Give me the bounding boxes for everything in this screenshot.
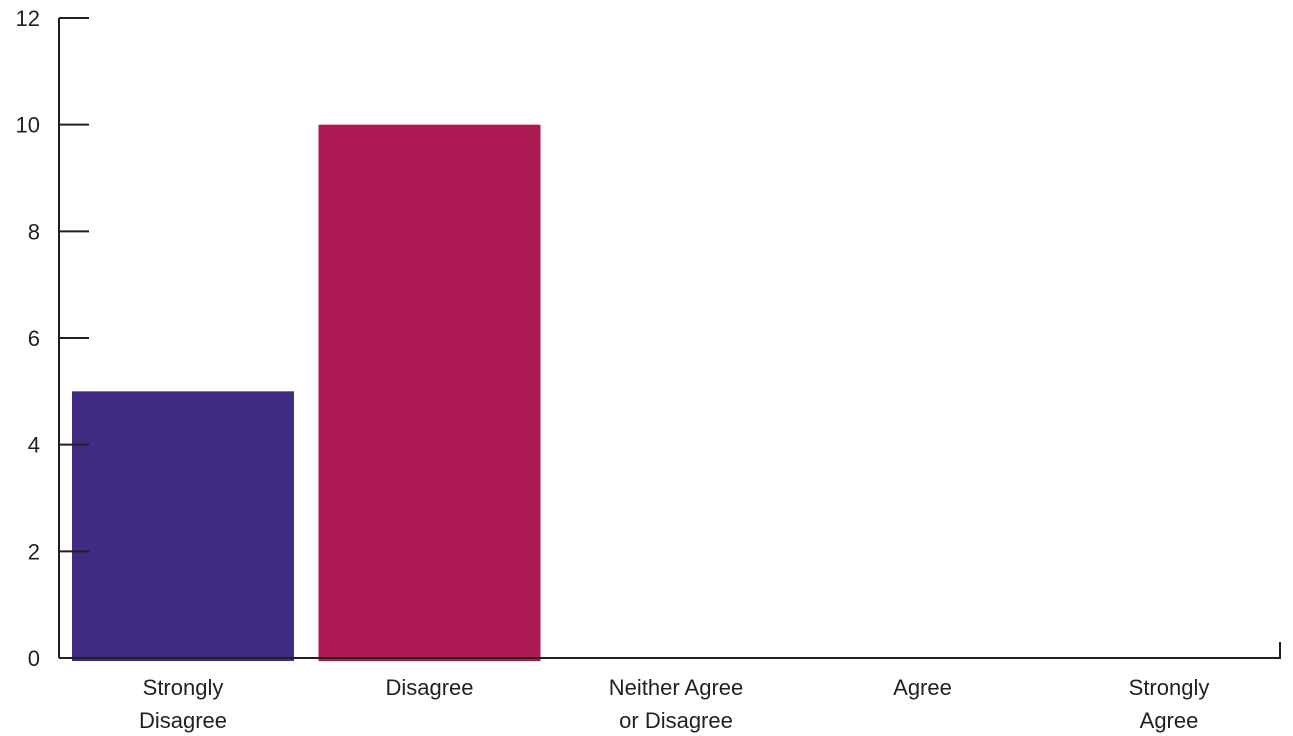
x-category-label: Strongly Agree: [1129, 675, 1210, 733]
y-tick-label: 8: [28, 219, 40, 244]
y-tick-label: 6: [28, 326, 40, 351]
x-category-label: Neither Agree or Disagree: [609, 675, 744, 733]
bar-0: [72, 391, 294, 661]
bar-1: [318, 124, 541, 661]
x-category-label: Agree: [893, 675, 952, 700]
x-category-label: Disagree: [385, 675, 473, 700]
y-tick-label: 0: [28, 646, 40, 671]
x-category-label: Strongly Disagree: [139, 675, 227, 733]
y-tick-label: 4: [28, 433, 40, 458]
x-axis-line: [59, 642, 1281, 659]
bars-group: [72, 124, 1280, 661]
y-tick-label: 2: [28, 539, 40, 564]
y-ticks-group: 0 2 4 6 8 10 12: [16, 6, 89, 671]
y-tick-label: 12: [16, 6, 40, 31]
x-labels-group: Strongly Disagree Disagree Neither Agree or …: [139, 675, 1209, 733]
y-tick-label: 10: [16, 113, 40, 138]
